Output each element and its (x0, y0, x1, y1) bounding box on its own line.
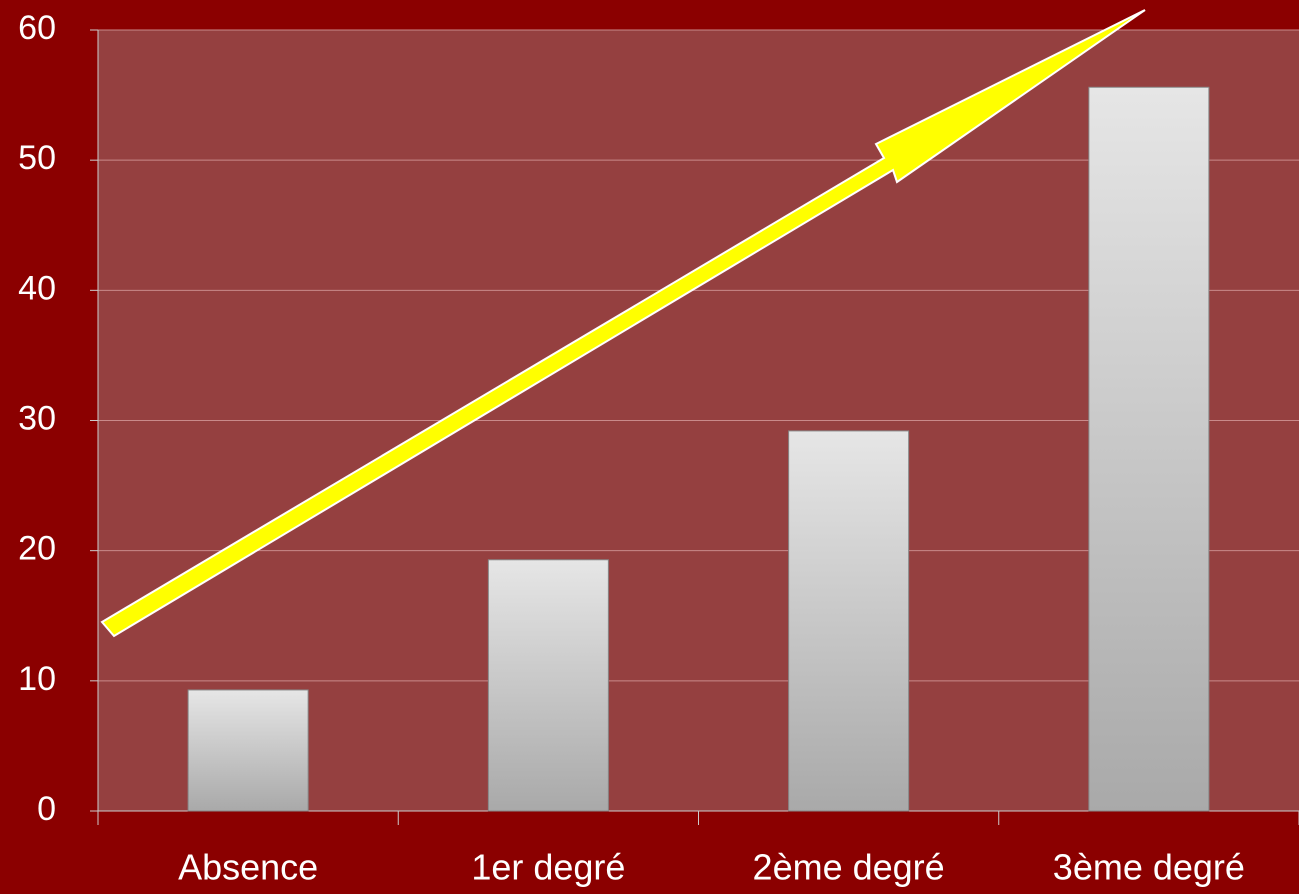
x-tick-label: 1er degré (471, 847, 625, 888)
y-tick-label: 30 (18, 399, 56, 437)
x-tick-label: 2ème degré (753, 847, 945, 888)
y-tick-label: 20 (18, 530, 56, 568)
x-tick-label: Absence (178, 847, 318, 888)
y-tick-label: 10 (18, 660, 56, 698)
y-tick-label: 50 (18, 139, 56, 177)
x-tick-label: 3ème degré (1053, 847, 1245, 888)
y-tick-label: 60 (18, 9, 56, 47)
bar (187, 689, 309, 812)
bar (788, 430, 910, 812)
y-tick-label: 40 (18, 269, 56, 307)
trend-arrow (100, 9, 1146, 638)
bar (487, 559, 609, 812)
bar (1088, 86, 1210, 812)
y-tick-label: 0 (37, 790, 56, 828)
